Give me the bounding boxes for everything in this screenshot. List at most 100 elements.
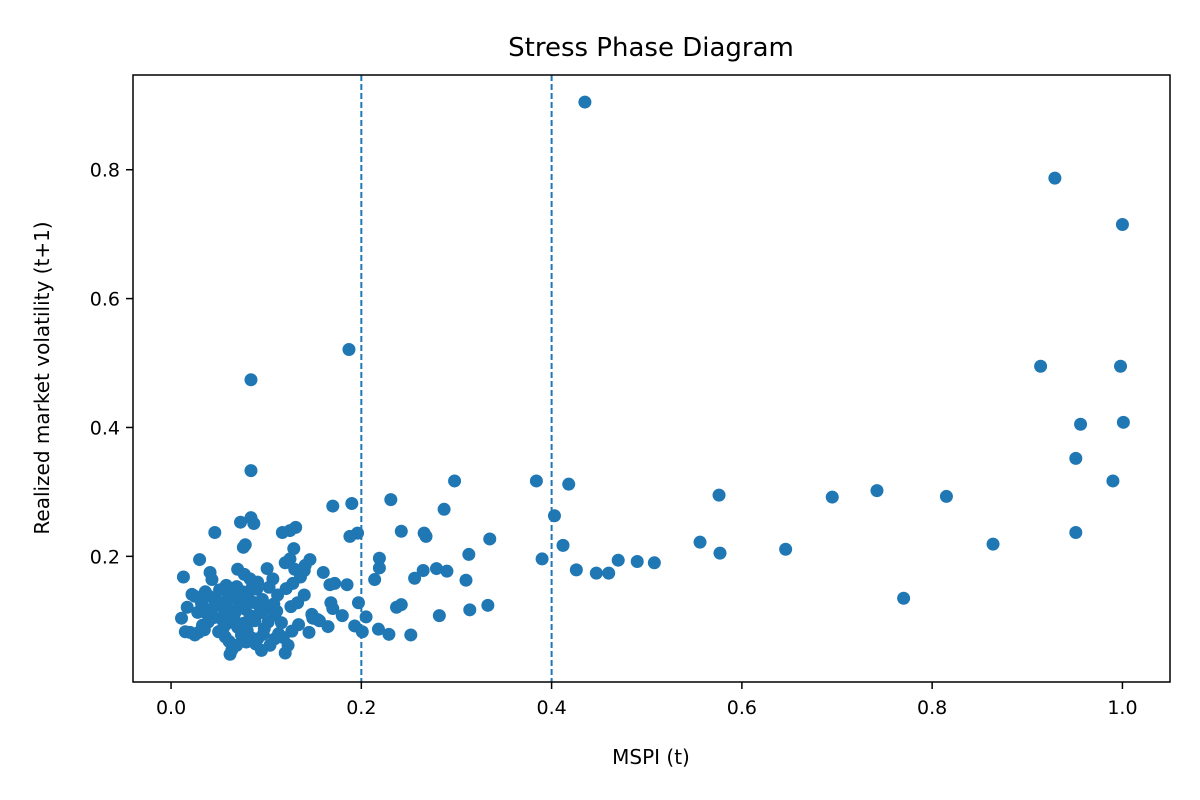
data-point-59: [355, 625, 369, 639]
data-point-181: [227, 611, 241, 625]
x-tick-label-2: 0.4: [536, 697, 566, 719]
data-point-32: [630, 555, 644, 569]
data-point-149: [193, 553, 207, 567]
data-point-40: [437, 502, 451, 516]
data-point-20: [986, 537, 1000, 551]
data-point-11: [1106, 474, 1120, 488]
data-point-55: [394, 598, 408, 612]
data-point-13: [529, 474, 543, 488]
data-point-14: [562, 477, 576, 491]
data-point-175: [255, 593, 269, 607]
data-point-135: [223, 647, 237, 661]
data-point-52: [429, 562, 443, 576]
data-point-2: [1115, 217, 1129, 231]
data-point-9: [244, 464, 258, 478]
data-point-164: [178, 625, 192, 639]
data-point-43: [394, 524, 408, 538]
x-axis-label: MSPI (t): [612, 745, 690, 769]
data-point-174: [250, 582, 264, 596]
data-point-64: [326, 499, 340, 513]
data-point-109: [247, 516, 261, 530]
data-point-38: [481, 598, 495, 612]
y-tick-label-3: 0.8: [90, 160, 120, 182]
plot-frame: [132, 74, 1171, 683]
data-point-96: [278, 646, 292, 660]
data-point-36: [459, 573, 473, 587]
data-point-50: [408, 571, 422, 585]
data-point-70: [335, 609, 349, 623]
data-point-48: [372, 561, 386, 575]
data-points: [175, 95, 1130, 661]
x-tick-label-1: 0.2: [346, 697, 376, 719]
data-point-27: [535, 552, 549, 566]
data-point-79: [287, 542, 301, 556]
data-point-58: [359, 610, 373, 624]
data-point-177: [253, 606, 267, 620]
data-point-66: [328, 576, 342, 590]
data-point-165: [175, 611, 189, 625]
data-point-4: [244, 373, 258, 387]
data-point-56: [351, 596, 365, 610]
data-point-110: [234, 515, 248, 529]
data-point-147: [222, 634, 236, 648]
data-point-61: [382, 627, 396, 641]
data-point-69: [326, 602, 340, 616]
x-tick-label-0: 0.0: [156, 697, 186, 719]
data-point-0: [578, 95, 592, 109]
data-point-166: [176, 570, 190, 584]
data-point-3: [342, 343, 356, 357]
data-point-29: [589, 566, 603, 580]
data-point-19: [939, 489, 953, 503]
x-tick-label-5: 1.0: [1107, 697, 1137, 719]
data-point-185: [274, 616, 288, 630]
data-point-6: [1114, 359, 1128, 373]
data-point-49: [368, 573, 382, 587]
data-point-30: [602, 566, 616, 580]
data-point-26: [556, 538, 570, 552]
data-point-24: [713, 546, 727, 560]
data-point-188: [312, 614, 326, 628]
data-point-35: [462, 547, 476, 561]
data-point-78: [275, 526, 289, 540]
data-point-62: [404, 628, 418, 642]
data-point-17: [825, 490, 839, 504]
data-point-186: [270, 604, 284, 618]
data-point-28: [569, 563, 583, 577]
data-point-37: [463, 603, 477, 617]
data-point-15: [448, 474, 462, 488]
data-point-98: [262, 580, 276, 594]
threshold-lines: [360, 75, 553, 682]
data-point-167: [180, 600, 194, 614]
data-point-63: [432, 609, 446, 623]
data-point-23: [693, 535, 707, 549]
y-tick-label-1: 0.4: [90, 417, 120, 439]
data-point-34: [483, 532, 497, 546]
data-point-47: [372, 551, 386, 565]
data-point-42: [419, 529, 433, 543]
data-point-88: [284, 600, 298, 614]
data-point-31: [611, 553, 625, 567]
data-point-22: [779, 542, 793, 556]
data-point-7: [1074, 417, 1088, 431]
data-point-18: [870, 484, 884, 498]
data-point-93: [302, 625, 316, 639]
data-point-25: [547, 509, 561, 523]
chart-title: Stress Phase Diagram: [508, 33, 794, 63]
data-point-81: [278, 556, 292, 570]
data-point-182: [224, 591, 238, 605]
x-tick-label-4: 0.8: [917, 697, 947, 719]
data-point-12: [1069, 526, 1083, 540]
data-point-112: [236, 540, 250, 554]
data-point-151: [205, 573, 219, 587]
data-point-171: [194, 596, 208, 610]
data-point-99: [260, 562, 274, 576]
data-point-172: [213, 583, 227, 597]
data-point-183: [230, 580, 244, 594]
y-tick-label-0: 0.2: [90, 546, 120, 568]
data-point-184: [272, 627, 286, 641]
data-point-44: [345, 497, 359, 511]
x-tick-label-3: 0.6: [727, 697, 757, 719]
data-point-10: [1069, 451, 1083, 465]
data-point-8: [1116, 415, 1130, 429]
